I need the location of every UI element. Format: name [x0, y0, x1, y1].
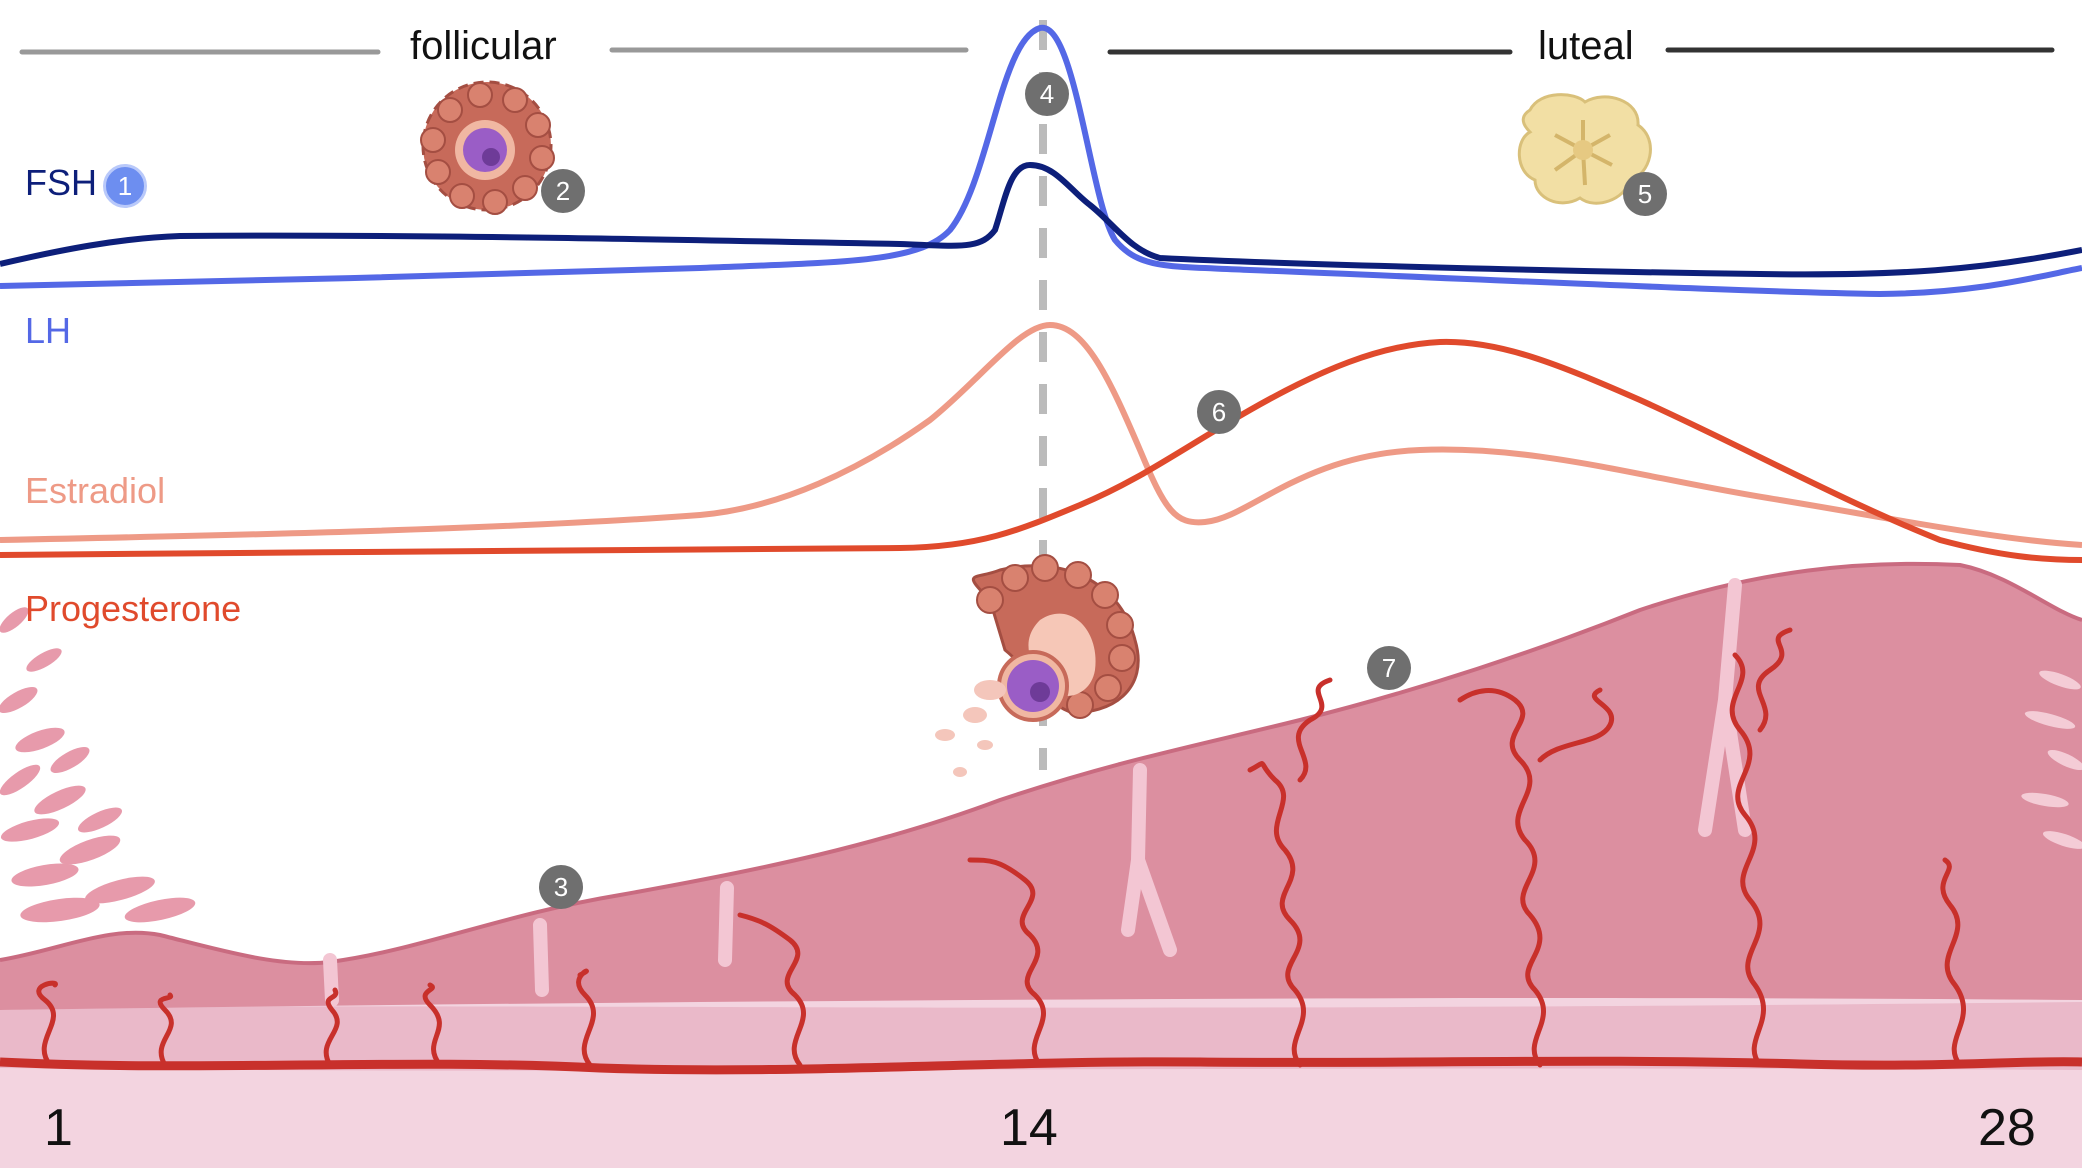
marker-7[interactable]: 7 — [1367, 646, 1411, 690]
follicular-phase-label: follicular — [410, 24, 557, 68]
fsh-curve — [0, 161, 2082, 278]
day-14-label: 14 — [1000, 1099, 1058, 1157]
basal-band — [0, 1002, 2082, 1071]
marker-1[interactable]: 1 — [103, 164, 147, 208]
lh-curve — [0, 24, 2082, 298]
estradiol-curve — [0, 321, 2082, 548]
marker-2[interactable]: 2 — [541, 169, 585, 213]
menstrual-shedding-right — [2021, 670, 2082, 849]
marker-5[interactable]: 5 — [1623, 172, 1667, 216]
corpus-luteum — [1517, 93, 1652, 205]
luteal-phase-label: luteal — [1538, 24, 1634, 68]
ovulating-follicle — [935, 554, 1140, 777]
marker-3[interactable]: 3 — [539, 865, 583, 909]
day-1-label: 1 — [44, 1099, 73, 1157]
fsh-label: FSH — [25, 162, 97, 203]
spiral-arteries — [36, 627, 1966, 1068]
day-28-label: 28 — [1978, 1099, 2036, 1157]
marker-6[interactable]: 6 — [1197, 390, 1241, 434]
developing-follicle — [420, 80, 555, 215]
endometrium-surface — [0, 561, 2082, 966]
radial-artery — [0, 1056, 2082, 1075]
menstrual-shedding-left — [0, 607, 196, 923]
progesterone-curve — [0, 338, 2082, 563]
marker-4[interactable]: 4 — [1025, 72, 1069, 116]
lh-label: LH — [25, 310, 72, 351]
progesterone-label: Progesterone — [25, 588, 242, 629]
estradiol-label: Estradiol — [25, 470, 166, 511]
